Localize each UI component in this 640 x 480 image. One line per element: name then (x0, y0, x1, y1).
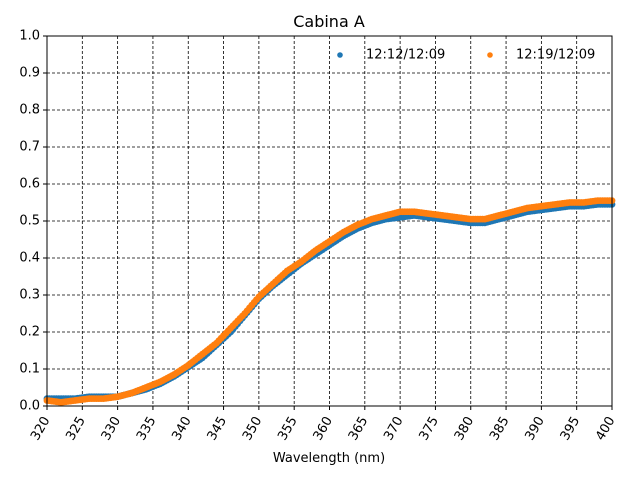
y-tick-label: 0.5 (19, 214, 40, 229)
y-tick-label: 0.8 (19, 103, 40, 118)
y-tick-label: 0.7 (19, 140, 40, 155)
legend: 12:12/12:09 12:19/12:09 (337, 48, 595, 63)
legend-label: 12:12/12:09 (366, 48, 445, 63)
y-tick-label: 0.3 (19, 288, 40, 303)
y-tick-label: 0.1 (19, 362, 40, 377)
legend-label: 12:19/12:09 (516, 48, 595, 63)
y-tick-label: 0.6 (19, 177, 40, 192)
series-2 (43, 197, 616, 406)
y-tick-label: 1.0 (19, 29, 40, 44)
x-axis-label: Wavelength (nm) (273, 451, 385, 466)
legend-marker (487, 52, 493, 58)
y-tick-label: 0.9 (19, 66, 40, 81)
chart-title: Cabina A (293, 12, 365, 31)
y-tick-label: 0.4 (19, 251, 40, 266)
legend-marker (337, 52, 343, 58)
y-tick-label: 0.2 (19, 325, 40, 340)
y-tick-label: 0.0 (19, 399, 40, 414)
y-axis: 0.0 0.1 0.2 0.3 0.4 0.5 0.6 0.7 0.8 0.9 1.0 (19, 29, 47, 414)
series-layer (43, 197, 616, 406)
